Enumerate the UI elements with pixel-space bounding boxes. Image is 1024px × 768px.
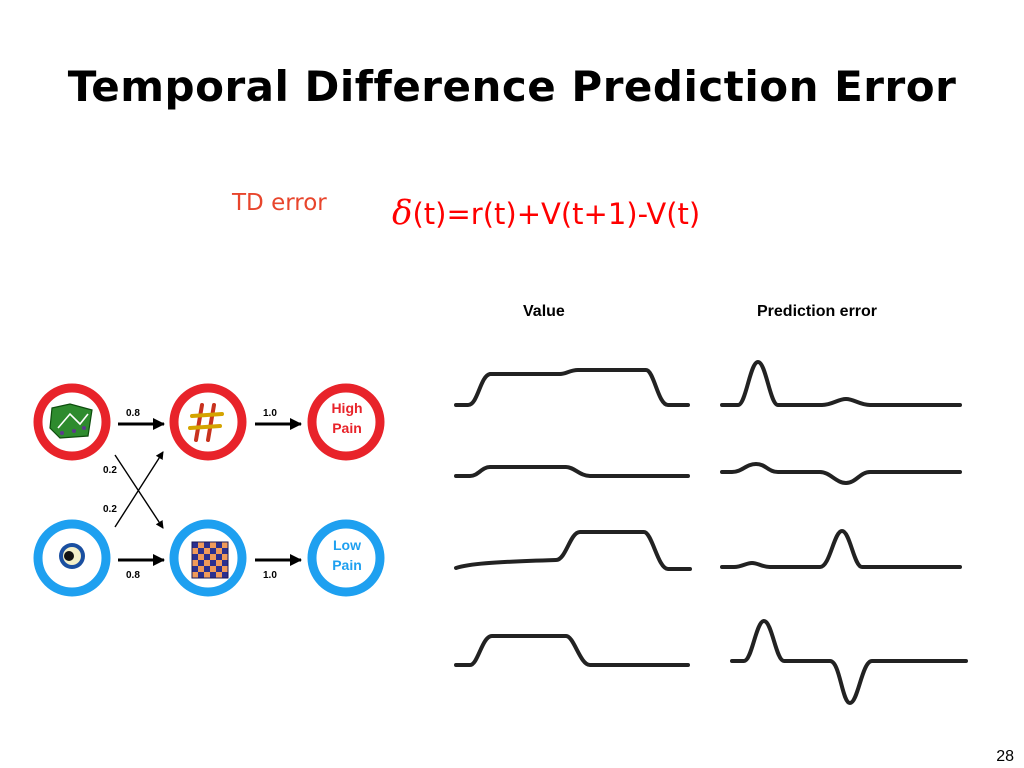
prediction-error-trace-1 (720, 360, 962, 407)
value-trace-2 (454, 465, 690, 478)
value-column-heading: Value (523, 303, 565, 320)
checker-stimulus-icon (191, 541, 229, 579)
high-pain-label-line1: High (331, 400, 362, 416)
edge-cross-up (114, 451, 164, 528)
td-error-label: TD error (232, 190, 327, 216)
formula-expression: (t)=r(t)+V(t+1)-V(t) (412, 197, 701, 231)
edge-cross-down (114, 454, 164, 529)
hash-stimulus-icon (188, 403, 224, 442)
green-stimulus-icon (49, 403, 93, 439)
prediction-error-column-heading: Prediction error (757, 303, 878, 320)
stimulus-node-top-middle (169, 383, 247, 461)
edge-label-bottom-first: 0.8 (126, 570, 140, 581)
slide-title: Temporal Difference Prediction Error (67, 62, 957, 111)
high-pain-label-line2: Pain (332, 420, 362, 436)
prediction-error-trace-4 (730, 619, 968, 705)
prediction-error-trace-3 (720, 529, 962, 569)
low-pain-label-line1: Low (333, 537, 361, 553)
eye-stimulus-icon (59, 543, 85, 569)
low-pain-label-line2: Pain (332, 557, 362, 573)
value-trace-3 (454, 530, 692, 571)
page-number: 28 (996, 748, 1014, 765)
outcome-node-low-pain (307, 519, 385, 597)
td-error-formula: δ(t)=r(t)+V(t+1)-V(t) (392, 193, 700, 233)
edge-label-top-first: 0.8 (126, 408, 140, 419)
delta-symbol: δ (392, 193, 413, 233)
edge-label-top-second: 1.0 (263, 408, 277, 419)
value-trace-4 (454, 634, 690, 667)
value-trace-1 (454, 368, 690, 407)
outcome-node-high-pain (307, 383, 385, 461)
edge-label-bottom-second: 1.0 (263, 570, 277, 581)
edge-label-cross-down: 0.2 (103, 465, 117, 476)
edge-label-cross-up: 0.2 (103, 504, 117, 515)
prediction-error-trace-2 (720, 462, 962, 485)
